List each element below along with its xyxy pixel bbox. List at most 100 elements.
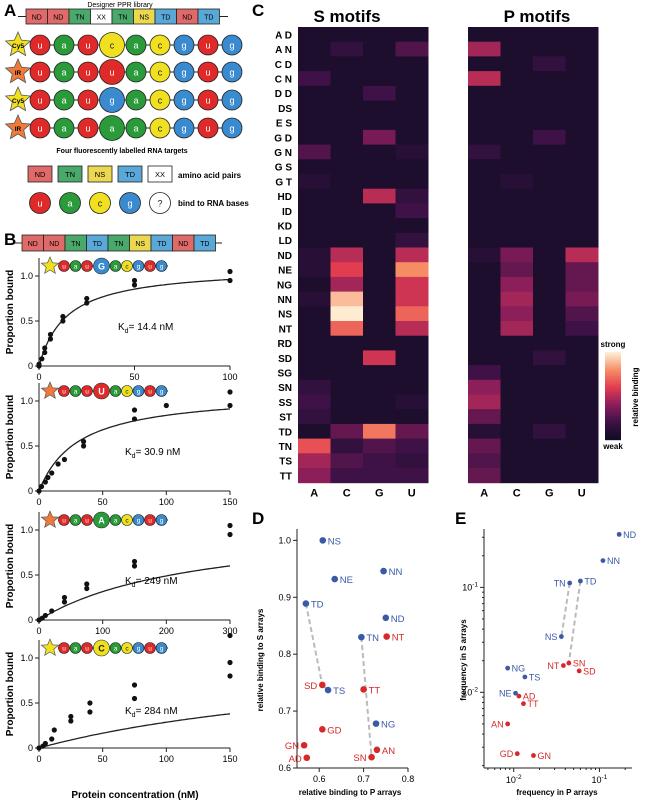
panel-letter-c: C xyxy=(252,1,264,20)
rna-base-label: a xyxy=(61,41,66,51)
heatmap-cell xyxy=(468,423,501,440)
rna-base xyxy=(77,61,99,83)
heatmap-row-label: G S xyxy=(275,163,293,174)
colorbar-step xyxy=(605,422,621,425)
b-module-label: TD xyxy=(93,241,102,248)
rna-base-label: g xyxy=(181,41,186,51)
data-point xyxy=(60,313,66,320)
scatter-point xyxy=(319,537,327,544)
heatmap-cell xyxy=(363,423,396,440)
heatmap-cell xyxy=(500,174,534,190)
heatmap-cell xyxy=(298,423,331,440)
rna-base xyxy=(53,34,75,56)
heatmap-cell xyxy=(468,291,501,307)
rna-base xyxy=(69,385,82,397)
scatter-point xyxy=(319,726,326,733)
rna-base-label: U xyxy=(98,387,105,397)
legend-pair-box xyxy=(87,165,113,183)
colorbar-step xyxy=(605,400,621,403)
a-module-label: ND xyxy=(53,15,63,22)
heatmap-cell xyxy=(330,291,364,307)
scatter-point-label: NT xyxy=(392,633,405,644)
data-point xyxy=(80,443,87,449)
heatmap-cell xyxy=(533,468,566,484)
legend-pairs-label: amino acid pairs xyxy=(178,171,242,180)
rna-base xyxy=(132,514,145,526)
heatmap-cell xyxy=(298,27,331,43)
heatmap-cell xyxy=(298,144,331,160)
data-point xyxy=(84,585,90,592)
heatmap-cell xyxy=(565,218,599,234)
rna-base xyxy=(125,117,147,139)
heatmap-cell xyxy=(533,379,566,395)
colorbar-step xyxy=(605,384,621,387)
heatmap-cell xyxy=(298,350,331,366)
heatmap-col-label: U xyxy=(578,488,586,500)
heatmap-cell xyxy=(533,276,566,293)
heatmap-cell xyxy=(565,115,599,131)
heatmap-cell xyxy=(500,71,534,87)
data-point xyxy=(163,402,169,409)
colorbar-step xyxy=(605,410,621,413)
x-tick-label: 200 xyxy=(159,626,174,636)
scatter-point xyxy=(302,600,310,607)
heatmap-cell xyxy=(298,129,331,146)
scatter-point-label: TN xyxy=(554,579,566,589)
x-tick-label: 0 xyxy=(36,497,41,507)
heatmap-cell xyxy=(565,306,599,322)
scatter-point-label: TT xyxy=(527,699,538,709)
rna-base xyxy=(99,115,125,141)
x-tick-label: 150 xyxy=(222,754,237,764)
heatmap-cell xyxy=(395,159,429,175)
heatmap-cell xyxy=(298,188,331,204)
data-point xyxy=(49,736,55,742)
rna-base xyxy=(58,385,70,397)
data-point xyxy=(131,407,138,413)
panel-c: S motifs P motifs A C G U A C G U A D A N C D C N D … xyxy=(274,7,640,500)
rna-base-label: A xyxy=(98,516,105,526)
colorbar-step xyxy=(605,398,621,401)
a-module-label: TD xyxy=(161,15,170,22)
rna-base xyxy=(53,61,75,83)
x-tick-label: 10-2 xyxy=(506,774,522,785)
probe-label: IR xyxy=(15,126,22,133)
scatter-point-label: ND xyxy=(623,530,636,540)
rna-base-label: a xyxy=(133,41,138,51)
rna-base xyxy=(173,117,195,139)
scatter-point-label: TS xyxy=(529,672,541,682)
heatmap-cell xyxy=(395,100,429,116)
heatmap-cell xyxy=(565,453,599,469)
heatmap-cell xyxy=(565,468,599,484)
x-tick-label: 50 xyxy=(98,497,108,507)
heatmap-cell xyxy=(565,335,599,351)
dashed-link xyxy=(560,582,571,637)
data-point xyxy=(55,461,61,467)
heatmap-cell xyxy=(363,409,396,425)
heatmap-cell xyxy=(565,438,599,454)
scatter-point-label: ND xyxy=(391,614,405,625)
data-point xyxy=(87,700,93,706)
heatmap-row-label: SD xyxy=(278,354,292,365)
rna-base xyxy=(125,89,147,111)
heatmap-cell xyxy=(468,394,501,410)
rna-base-label: u xyxy=(37,68,42,78)
rna-base-label: G xyxy=(98,262,105,272)
scatter-point xyxy=(514,751,520,757)
scatter-point-label: GD xyxy=(500,749,514,759)
rna-base-label: g xyxy=(160,389,164,396)
heatmap-cell xyxy=(298,276,331,293)
heatmap-cell xyxy=(330,276,364,293)
heatmap-cell xyxy=(395,423,429,440)
scatter-point-label: TS xyxy=(333,686,345,697)
heatmap-cell xyxy=(565,85,599,101)
rna-base-label: u xyxy=(85,264,89,271)
heatmap-row-label: ST xyxy=(279,413,292,424)
colorbar-step xyxy=(605,392,621,395)
heatmap-cell xyxy=(363,379,396,395)
heatmap-cell xyxy=(468,71,501,87)
rna-base xyxy=(99,87,125,113)
a-module-label: TD xyxy=(204,15,213,22)
heatmap-cell xyxy=(395,174,429,190)
rna-base xyxy=(197,89,219,111)
rna-base xyxy=(149,117,171,139)
